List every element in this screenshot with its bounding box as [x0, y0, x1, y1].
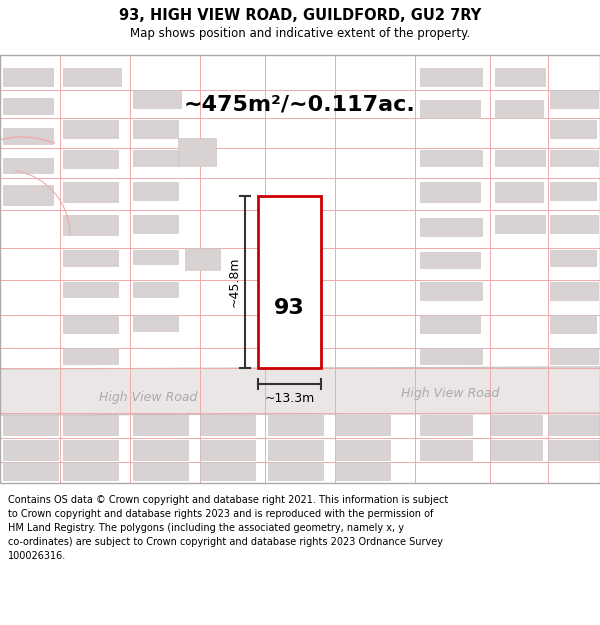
Bar — [63, 462, 118, 480]
Bar — [3, 98, 53, 114]
Bar — [420, 348, 482, 364]
Bar — [133, 90, 181, 108]
Bar — [63, 120, 118, 138]
Bar — [420, 252, 480, 268]
Bar — [63, 440, 118, 460]
Bar — [185, 248, 220, 270]
Polygon shape — [0, 367, 600, 415]
Text: 93, HIGH VIEW ROAD, GUILDFORD, GU2 7RY: 93, HIGH VIEW ROAD, GUILDFORD, GU2 7RY — [119, 8, 481, 22]
Bar — [200, 462, 255, 480]
Bar — [3, 462, 58, 480]
Bar — [0, 55, 600, 483]
Bar — [200, 415, 255, 435]
Bar — [548, 440, 600, 460]
Bar — [550, 282, 598, 300]
Bar — [550, 150, 598, 166]
Bar — [133, 415, 188, 435]
Text: 93: 93 — [274, 298, 305, 318]
Bar — [495, 100, 543, 118]
Bar — [63, 215, 118, 235]
Bar — [63, 68, 121, 86]
Bar — [133, 250, 178, 264]
Bar — [550, 182, 596, 200]
Bar — [3, 440, 58, 460]
Bar — [335, 440, 390, 460]
Text: High View Road: High View Road — [99, 391, 197, 404]
Bar — [133, 120, 178, 138]
Bar — [3, 185, 53, 205]
Bar — [420, 218, 482, 236]
Bar — [63, 348, 118, 364]
Bar — [63, 282, 118, 297]
Bar — [420, 415, 472, 435]
Bar — [335, 415, 390, 435]
Text: Contains OS data © Crown copyright and database right 2021. This information is : Contains OS data © Crown copyright and d… — [8, 495, 448, 561]
Bar — [335, 462, 390, 480]
Bar — [548, 415, 600, 435]
Bar — [490, 440, 542, 460]
Bar — [63, 250, 118, 266]
Bar — [63, 415, 118, 435]
Bar — [133, 182, 178, 200]
Bar — [3, 68, 53, 86]
Bar — [490, 415, 542, 435]
Bar — [420, 68, 482, 86]
Bar — [133, 462, 188, 480]
Bar — [133, 282, 178, 297]
Bar — [3, 158, 53, 173]
Bar — [133, 315, 178, 331]
Bar — [495, 215, 545, 233]
Bar — [420, 150, 482, 166]
Bar — [420, 315, 480, 333]
Bar — [268, 462, 323, 480]
Bar — [63, 150, 118, 168]
Bar — [268, 440, 323, 460]
Bar — [550, 315, 596, 333]
Bar — [63, 315, 118, 333]
Bar — [550, 215, 598, 233]
Bar — [3, 415, 58, 435]
Bar — [420, 182, 480, 202]
Bar — [133, 150, 178, 166]
Bar — [550, 120, 596, 138]
Bar — [550, 90, 598, 108]
Bar — [268, 415, 323, 435]
Bar — [63, 182, 118, 202]
Text: High View Road: High View Road — [401, 386, 499, 399]
Bar — [133, 440, 188, 460]
Bar — [178, 138, 216, 166]
Bar — [0, 483, 600, 625]
Bar — [420, 282, 482, 300]
Text: ~45.8m: ~45.8m — [227, 257, 241, 308]
Bar — [3, 128, 53, 144]
Bar — [420, 440, 472, 460]
Bar — [550, 348, 598, 364]
Bar — [258, 196, 321, 368]
Text: ~13.3m: ~13.3m — [265, 391, 314, 404]
Bar — [0, 55, 600, 483]
Bar — [550, 250, 596, 266]
Bar — [420, 100, 480, 118]
Bar — [495, 150, 545, 166]
Text: ~475m²/~0.117ac.: ~475m²/~0.117ac. — [184, 95, 416, 115]
Bar — [495, 68, 545, 86]
Bar — [200, 440, 255, 460]
Text: Map shows position and indicative extent of the property.: Map shows position and indicative extent… — [130, 26, 470, 39]
Bar — [495, 182, 543, 202]
Bar — [133, 215, 178, 233]
